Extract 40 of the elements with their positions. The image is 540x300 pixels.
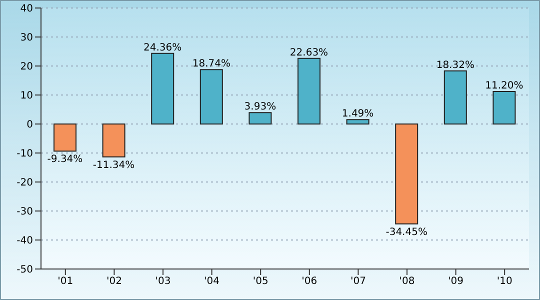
y-tick-label: -50 <box>16 264 33 276</box>
data-label: -9.34% <box>47 154 83 166</box>
bar <box>200 69 223 124</box>
y-tick-label: 10 <box>20 90 33 102</box>
bar <box>102 124 126 158</box>
x-tick-label: '08 <box>399 276 415 288</box>
data-label: 24.36% <box>144 42 182 54</box>
x-tick-label: '01 <box>58 276 74 288</box>
data-label: 18.74% <box>192 58 230 70</box>
bar <box>346 119 370 124</box>
x-tick-label: '03 <box>155 276 171 288</box>
y-tick-label: 0 <box>26 120 33 131</box>
y-tick-label: -20 <box>16 178 33 189</box>
bar <box>444 70 467 124</box>
bar <box>492 91 516 124</box>
y-tick-label: -40 <box>16 236 33 247</box>
bar <box>151 52 174 124</box>
x-tick-label: '02 <box>106 276 122 288</box>
bar <box>395 124 418 224</box>
data-label: 18.32% <box>436 60 474 71</box>
bar <box>54 124 76 152</box>
bar <box>248 112 272 124</box>
data-label: 11.20% <box>485 80 524 92</box>
y-tick-label: 20 <box>20 62 33 73</box>
bar <box>298 58 320 124</box>
x-tick-label: '05 <box>252 276 268 288</box>
x-tick-label: '07 <box>350 276 366 288</box>
y-tick-label: -10 <box>16 148 33 160</box>
data-label: 1.49% <box>342 108 374 120</box>
y-tick-label: 30 <box>20 32 33 44</box>
x-tick-label: '10 <box>496 276 512 288</box>
x-tick-label: '06 <box>302 276 318 288</box>
data-label: 22.63% <box>290 47 328 58</box>
y-tick-label: -30 <box>16 206 33 218</box>
y-tick-label: 40 <box>20 4 33 15</box>
data-label: -11.34% <box>92 160 135 171</box>
x-tick-label: '04 <box>204 276 220 288</box>
data-label: -34.45% <box>386 226 428 238</box>
data-label: 3.93% <box>244 102 276 113</box>
x-tick-label: '09 <box>448 276 464 288</box>
